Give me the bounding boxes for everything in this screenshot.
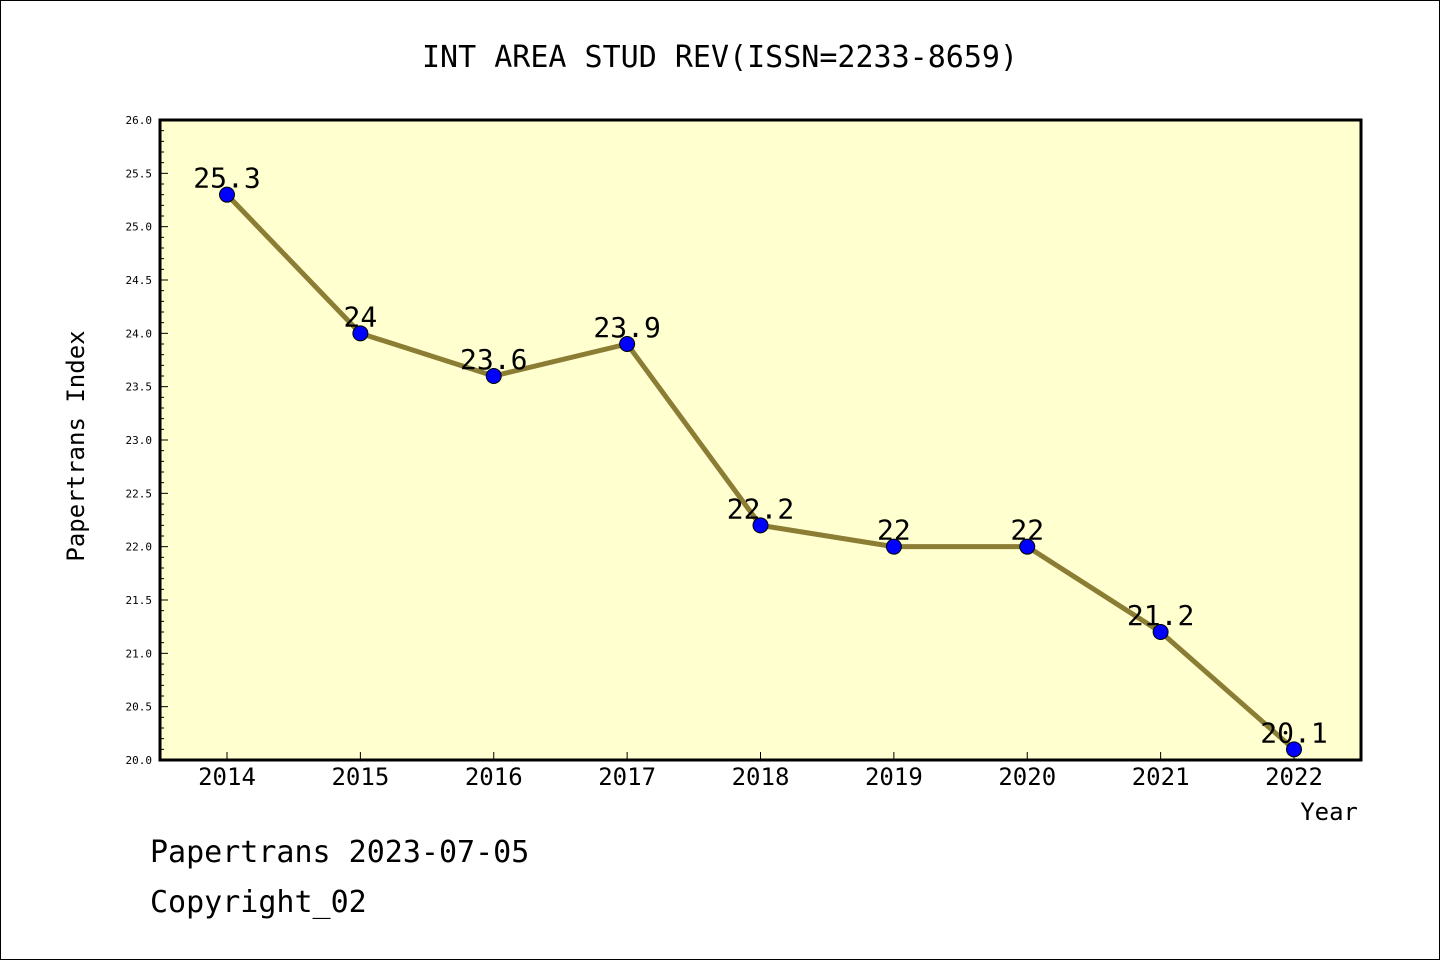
y-tick-label: 21.5 [126, 594, 153, 607]
footer-copyright: Copyright_02 [150, 885, 367, 920]
x-tick-label: 2014 [198, 763, 256, 791]
y-tick-label: 21.0 [126, 647, 153, 660]
y-tick-label: 20.0 [126, 754, 153, 767]
y-tick-label: 22.0 [126, 541, 153, 554]
data-point [352, 325, 369, 342]
data-label: 24 [344, 300, 378, 333]
y-tick-label: 25.5 [126, 167, 153, 180]
x-tick-label: 2019 [865, 763, 923, 791]
x-tick-label: 2020 [998, 763, 1056, 791]
x-tick-label: 2015 [331, 763, 389, 791]
data-label: 22 [877, 514, 911, 547]
data-label: 20.1 [1260, 716, 1327, 749]
x-axis: 2014 2015 2016 2017 2018 2019 2020 2021 2022 [198, 752, 1323, 791]
data-point [752, 517, 769, 534]
data-point [885, 538, 902, 555]
data-label: 25.3 [193, 162, 260, 195]
chart-title: INT AREA STUD REV(ISSN=2233-8659) [422, 40, 1018, 75]
x-tick-label: 2016 [465, 763, 523, 791]
y-tick-label: 25.0 [126, 221, 153, 234]
footer-date: Papertrans 2023-07-05 [150, 835, 530, 870]
data-point [1152, 624, 1169, 640]
y-tick-label: 23.0 [126, 434, 153, 447]
data-point [1019, 538, 1036, 555]
y-tick-label: 23.5 [126, 381, 153, 394]
y-axis-label: Papertrans Index [62, 330, 90, 561]
data-labels: 25.3 24 23.6 23.9 22.2 22 22 21.2 20.1 [193, 162, 1327, 750]
x-tick-label: 2021 [1132, 763, 1190, 791]
y-tick-label: 22.5 [126, 487, 153, 500]
y-axis: 20.0 20.5 21.0 21.5 22.0 22.5 23.0 23.5 24.0 24.5… [126, 114, 168, 767]
x-axis-label: Year [1300, 798, 1358, 826]
x-tick-label: 2017 [598, 763, 656, 791]
data-point [619, 336, 636, 352]
y-tick-label: 20.5 [126, 701, 153, 714]
y-tick-label: 24.5 [126, 274, 153, 287]
plot-area [158, 118, 1363, 762]
data-point [485, 368, 502, 384]
x-tick-label: 2018 [732, 763, 790, 791]
x-tick-label: 2022 [1265, 763, 1323, 791]
y-tick-label: 24.0 [126, 327, 153, 340]
data-point [219, 186, 235, 203]
y-tick-label: 26.0 [126, 114, 153, 127]
series-markers [219, 186, 1302, 758]
data-label: 22.2 [727, 492, 794, 525]
data-label: 23.6 [460, 343, 527, 376]
data-label: 22 [1010, 514, 1044, 547]
data-label: 23.9 [593, 311, 660, 344]
data-point [1286, 741, 1302, 758]
data-label: 21.2 [1127, 599, 1194, 632]
